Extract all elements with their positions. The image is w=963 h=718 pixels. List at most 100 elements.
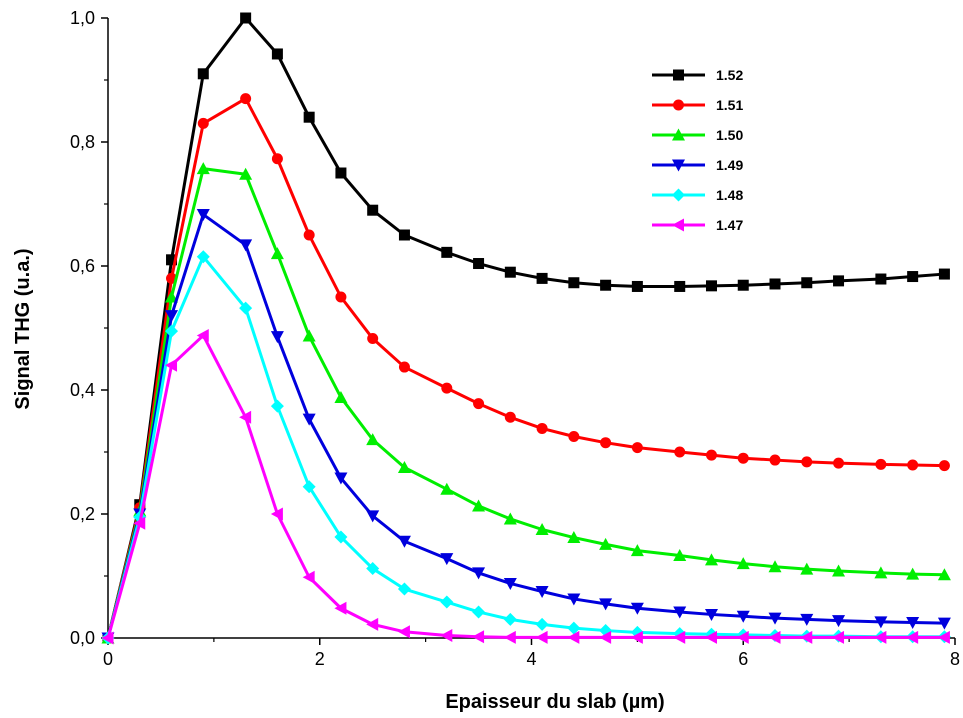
data-point [397,461,411,473]
data-point [197,68,209,80]
data-point [937,617,951,630]
data-point [398,361,410,373]
data-point [334,530,348,544]
legend-marker [672,218,684,232]
data-point [535,586,549,598]
data-point [165,358,178,372]
data-point [874,566,888,579]
data-point [567,531,581,544]
x-tick-label: 0 [103,649,113,669]
data-point [302,480,316,494]
data-point [302,329,316,342]
data-point [133,516,146,530]
data-point [196,328,209,342]
data-point [441,246,453,258]
data-point [673,606,687,619]
data-point [303,229,315,241]
legend-entry-1.52: 1.52 [652,67,743,83]
x-tick-label: 8 [950,649,960,669]
data-point [504,266,516,278]
data-point [440,595,454,609]
data-point [270,331,284,344]
data-point [535,630,548,644]
x-tick-label: 4 [526,649,536,669]
legend-marker [672,128,685,141]
series-line-1.47 [106,333,945,639]
series-1.47 [101,328,950,645]
series-line-1.51 [106,97,945,639]
legend-marker [672,188,685,202]
data-point [440,482,454,495]
series-line-1.49 [106,213,945,639]
y-tick-label: 0,0 [70,628,95,648]
data-point [504,411,516,423]
data-point [736,630,749,644]
data-point [503,512,517,525]
data-point [704,630,717,644]
data-point [769,278,781,290]
data-point [270,507,283,521]
data-point [937,568,951,581]
data-point [568,277,580,289]
data-point [303,111,315,123]
data-point [441,382,453,394]
data-point [938,460,950,472]
data-point [334,390,348,403]
legend-label: 1.47 [716,217,743,233]
y-tick-label: 1,0 [70,8,95,28]
data-point [567,593,581,606]
data-point [800,562,814,575]
data-point [270,399,284,413]
data-point [600,437,612,449]
data-point [801,277,813,289]
legend-entry-1.51: 1.51 [652,97,743,113]
legend-label: 1.48 [716,187,743,203]
x-axis-title: Epaisseur du slab (µm) [445,691,664,713]
data-point [473,398,485,410]
data-point [440,629,453,643]
data-point [907,459,919,471]
x-tick-label: 6 [738,649,748,669]
data-point [473,258,485,270]
data-point [196,209,210,222]
data-point [800,613,814,626]
data-point [631,280,643,292]
data-point [367,204,379,216]
axes [107,18,955,639]
data-point [239,239,253,252]
data-point [907,271,919,283]
data-point [833,457,845,469]
data-point [334,601,347,615]
data-point [568,431,580,442]
data-point [472,499,486,512]
legend-label: 1.51 [716,97,743,113]
data-point [366,617,379,631]
data-point [800,630,813,644]
data-point [704,608,718,621]
legend-label: 1.50 [716,127,743,143]
legend-marker [672,159,685,172]
data-point [567,630,580,644]
data-point [705,449,717,461]
data-point [472,605,486,619]
data-point [302,570,315,584]
data-point [366,562,380,576]
data-point [874,616,888,629]
data-point [737,452,749,464]
data-point [271,153,283,165]
data-point [165,324,179,338]
data-point [599,598,613,611]
data-point [240,12,252,24]
data-point [366,510,380,523]
data-point [196,162,210,175]
data-point [196,250,210,264]
series-line-1.48 [106,255,945,639]
x-tick-label: 2 [315,649,325,669]
y-tick-label: 0,6 [70,256,95,276]
data-point [503,612,517,626]
data-point [874,630,887,644]
data-point [535,523,549,535]
data-point [768,612,782,625]
legend-entry-1.47: 1.47 [652,217,743,233]
legend-marker [673,69,684,81]
